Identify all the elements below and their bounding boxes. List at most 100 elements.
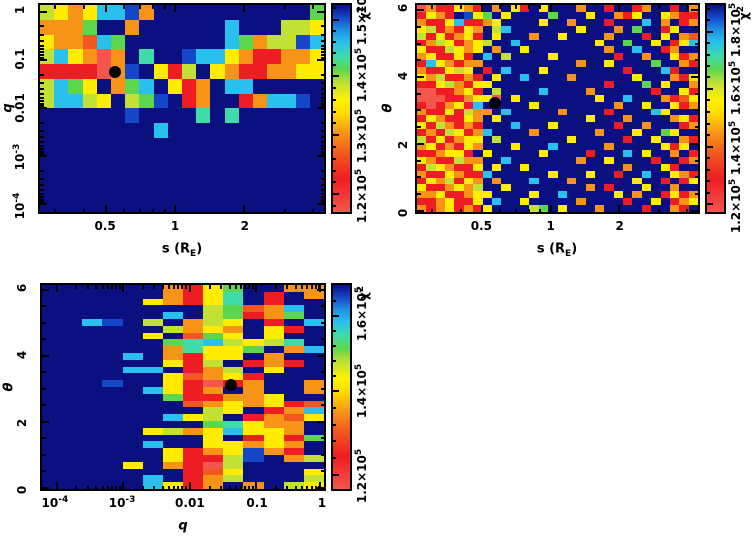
heatmap-cell bbox=[688, 53, 698, 61]
heatmap-cell bbox=[82, 448, 103, 455]
heatmap-cell bbox=[604, 25, 614, 33]
heatmap-cell bbox=[142, 305, 163, 313]
heatmap-cell bbox=[594, 205, 605, 212]
heatmap-cell bbox=[538, 39, 549, 47]
heatmap-cell bbox=[594, 11, 605, 19]
heatmap-cell bbox=[203, 380, 224, 387]
heatmap-cell bbox=[454, 184, 464, 192]
heatmap-cell bbox=[142, 312, 163, 319]
heatmap-cell bbox=[445, 25, 455, 33]
heatmap-cell bbox=[660, 80, 670, 88]
heatmap-cell bbox=[482, 74, 492, 81]
heatmap-cell bbox=[142, 325, 163, 333]
tick-mark bbox=[320, 195, 324, 198]
heatmap-cell bbox=[295, 152, 310, 168]
heatmap-cell bbox=[82, 421, 103, 428]
heatmap-cell bbox=[283, 285, 304, 292]
heatmap-cell bbox=[463, 170, 474, 178]
heatmap-cell bbox=[210, 5, 225, 20]
colorbar-tick-mark bbox=[333, 18, 339, 21]
colorbar-tick-mark bbox=[333, 299, 336, 302]
heatmap-cell bbox=[263, 298, 284, 306]
tick-mark bbox=[499, 5, 502, 9]
heatmap-cell bbox=[604, 122, 614, 130]
tick-mark bbox=[40, 56, 44, 59]
colorbar-tick-mark bbox=[333, 473, 339, 476]
tick-mark bbox=[184, 285, 187, 289]
heatmap-cell bbox=[182, 298, 204, 306]
heatmap-cell bbox=[267, 19, 282, 35]
heatmap-cell bbox=[566, 205, 577, 212]
heatmap-cell bbox=[417, 108, 427, 116]
heatmap-cell bbox=[417, 60, 427, 68]
heatmap-cell bbox=[688, 122, 698, 130]
heatmap-cell bbox=[283, 400, 304, 408]
heatmap-cell bbox=[501, 74, 511, 81]
heatmap-cell bbox=[110, 138, 126, 153]
heatmap-cell bbox=[651, 32, 661, 40]
heatmap-cell bbox=[501, 205, 511, 212]
heatmap-cell bbox=[660, 18, 670, 26]
heatmap-cell bbox=[82, 167, 97, 183]
heatmap-cell bbox=[263, 339, 284, 347]
heatmap-cell bbox=[210, 167, 225, 183]
heatmap-cell bbox=[594, 60, 605, 68]
heatmap-cell bbox=[110, 19, 126, 35]
heatmap-cell bbox=[473, 198, 483, 206]
heatmap-cell bbox=[538, 11, 549, 19]
heatmap-cell bbox=[669, 101, 680, 109]
heatmap-cell bbox=[263, 312, 284, 319]
heatmap-cell bbox=[309, 197, 324, 212]
tick-mark bbox=[320, 144, 324, 147]
heatmap-cell bbox=[594, 108, 605, 116]
heatmap-cell bbox=[252, 138, 268, 153]
heatmap-cell bbox=[243, 332, 264, 340]
tick-mark bbox=[138, 208, 141, 212]
heatmap-cell bbox=[491, 87, 502, 95]
heatmap-cell bbox=[281, 167, 296, 183]
heatmap-cell bbox=[501, 101, 511, 109]
heatmap-cell bbox=[594, 87, 605, 95]
heatmap-cell bbox=[679, 198, 689, 206]
heatmap-cell bbox=[688, 149, 698, 157]
heatmap-cell bbox=[122, 312, 143, 319]
heatmap-cell bbox=[454, 39, 464, 47]
heatmap-cell bbox=[82, 475, 103, 483]
heatmap-cell bbox=[491, 143, 502, 150]
heatmap-cell bbox=[238, 49, 253, 65]
y-tick-label: 10-4 bbox=[12, 192, 27, 220]
heatmap-cell bbox=[167, 138, 182, 153]
heatmap-cell bbox=[122, 291, 143, 299]
heatmap-cell bbox=[520, 46, 530, 54]
heatmap-cell bbox=[182, 332, 204, 340]
tick-mark bbox=[320, 96, 324, 99]
heatmap-cell bbox=[576, 80, 586, 88]
heatmap-cell bbox=[263, 291, 284, 299]
heatmap-cell bbox=[82, 78, 97, 94]
heatmap-cell bbox=[566, 74, 577, 81]
tick-mark bbox=[417, 76, 424, 79]
heatmap-cell bbox=[632, 53, 642, 61]
heatmap-cell bbox=[223, 448, 244, 455]
heatmap-cell bbox=[669, 149, 680, 157]
heatmap-cell bbox=[538, 184, 549, 192]
tick-mark bbox=[317, 203, 324, 206]
heatmap-cell bbox=[210, 64, 225, 79]
heatmap-cell bbox=[203, 298, 224, 306]
heatmap-cell bbox=[196, 182, 211, 198]
heatmap-cell bbox=[445, 136, 455, 143]
tick-mark bbox=[40, 88, 44, 91]
heatmap-cell bbox=[295, 5, 310, 20]
heatmap-cell bbox=[641, 39, 652, 47]
tick-mark bbox=[40, 178, 44, 181]
colorbar-tick-mark bbox=[707, 111, 710, 114]
heatmap-cell bbox=[309, 34, 324, 50]
heatmap-cell bbox=[463, 25, 474, 33]
heatmap-cell bbox=[203, 407, 224, 415]
heatmap-cell bbox=[167, 5, 182, 20]
heatmap-cell bbox=[520, 80, 530, 88]
heatmap-cell bbox=[510, 80, 521, 88]
heatmap-cell bbox=[454, 170, 464, 178]
heatmap-cell bbox=[632, 136, 642, 143]
tick-mark bbox=[177, 285, 180, 289]
